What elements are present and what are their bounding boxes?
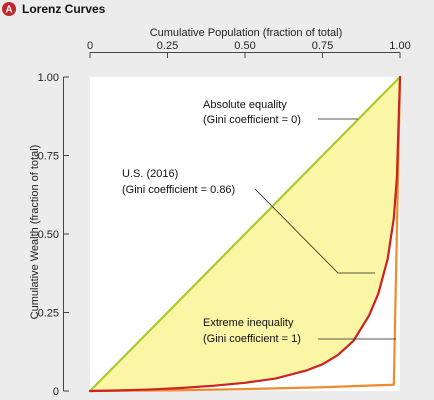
annotation-us2016-line2: (Gini coefficient = 0.86) [122, 184, 235, 196]
annotations: Absolute equality (Gini coefficient = 0)… [122, 99, 396, 345]
series-group [88, 75, 402, 393]
x-tick-label: 1.00 [389, 40, 410, 52]
x-tick-label: 0 [87, 40, 93, 52]
panel-title: Lorenz Curves [22, 2, 106, 16]
annotation-us2016: U.S. (2016) (Gini coefficient = 0.86) [122, 168, 375, 274]
y-axis-ticks: 0 0.25 0.50 0.75 1.00 [38, 72, 69, 398]
panel-badge-letter: A [5, 5, 12, 16]
x-axis-title: Cumulative Population (fraction of total… [150, 27, 343, 39]
annotation-us2016-line1: U.S. (2016) [122, 168, 178, 180]
y-tick-label: 0.25 [38, 308, 59, 320]
series-line-us2016 [88, 75, 402, 393]
annotation-equality-line2: (Gini coefficient = 0) [203, 114, 301, 126]
annotation-inequality-line1: Extreme inequality [203, 317, 294, 329]
x-tick-label: 0.50 [234, 40, 255, 52]
annotation-inequality-line2: (Gini coefficient = 1) [203, 333, 301, 345]
annotation-inequality: Extreme inequality (Gini coefficient = 1… [203, 317, 396, 345]
panel-header: A Lorenz Curves [2, 2, 106, 16]
series-line-inequality [88, 75, 402, 393]
y-tick-label: 0 [53, 386, 59, 398]
y-tick-label: 0.75 [38, 151, 59, 163]
y-tick-label: 0.50 [38, 229, 59, 241]
annotation-equality: Absolute equality (Gini coefficient = 0) [203, 99, 358, 126]
annotation-us2016-leader [254, 188, 375, 274]
x-axis-ticks: 0 0.25 0.50 0.75 1.00 [87, 40, 411, 58]
y-tick-label: 1.00 [38, 72, 59, 84]
x-tick-label: 0.75 [312, 40, 333, 52]
series-line-equality [88, 75, 402, 393]
y-axis-title: Cumulative Wealth (fraction of total) [29, 145, 41, 320]
axes: 0 0.25 0.50 0.75 1.00 0 0.25 0.50 0.75 1.00 [38, 40, 411, 398]
annotation-equality-line1: Absolute equality [203, 99, 287, 111]
x-tick-label: 0.25 [157, 40, 178, 52]
panel-badge [2, 2, 16, 16]
